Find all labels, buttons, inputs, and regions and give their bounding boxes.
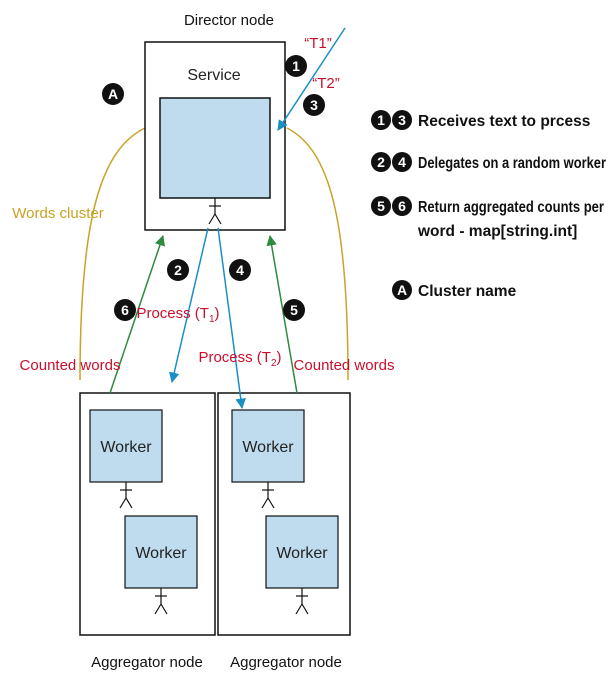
service-label: Service: [187, 67, 240, 84]
badge-1: 1: [285, 55, 307, 77]
process-label-2: Process (T2): [198, 349, 281, 369]
incoming-text-arrow: [277, 27, 346, 131]
legend: 1 3 Receives text to prcess 2 4 Delegate…: [371, 110, 606, 300]
svg-text:2: 2: [174, 262, 182, 278]
worker-box-1a: [89, 409, 163, 483]
legend-item-2: 2 4 Delegates on a random worker: [371, 152, 606, 172]
input-label-t2: “T2”: [312, 75, 340, 92]
svg-text:Delegates on a random worker: Delegates on a random worker: [418, 155, 606, 172]
svg-text:word - map[string.int]: word - map[string.int]: [417, 223, 577, 240]
counted-words-label-2: Counted words: [294, 357, 395, 374]
svg-text:2: 2: [377, 154, 385, 170]
worker-box-2a: [231, 409, 305, 483]
director-node-label: Director node: [184, 12, 274, 29]
svg-text:5: 5: [290, 302, 298, 318]
service-box: [159, 97, 271, 199]
legend-item-3: 5 6 Return aggregated counts per word - …: [371, 196, 604, 240]
badge-2: 2: [167, 259, 189, 281]
svg-text:1: 1: [292, 58, 300, 74]
counted-words-arrow-1: [109, 235, 165, 394]
worker-label-2a: Worker: [242, 439, 294, 456]
worker-label-1b: Worker: [135, 545, 187, 562]
svg-text:4: 4: [398, 154, 406, 170]
worker-box-1b: [124, 515, 198, 589]
counted-words-arrow-2: [266, 234, 298, 394]
svg-text:6: 6: [398, 198, 406, 214]
worker-label-2b: Worker: [276, 545, 328, 562]
counted-words-label-1: Counted words: [20, 357, 121, 374]
svg-text:4: 4: [236, 262, 244, 278]
cluster-boundary-arc: [79, 127, 349, 381]
svg-text:A: A: [397, 282, 407, 298]
svg-text:3: 3: [398, 112, 406, 128]
badge-3: 3: [303, 94, 325, 116]
process-arrow-2: [217, 227, 246, 410]
process-label-1: Process (T1): [136, 305, 219, 325]
cluster-name-label: Words cluster: [12, 205, 103, 222]
badge-6: 6: [114, 299, 136, 321]
input-label-t1: “T1”: [304, 35, 332, 52]
svg-text:3: 3: [310, 97, 318, 113]
svg-text:5: 5: [377, 198, 385, 214]
badge-a: A: [102, 83, 124, 105]
svg-text:6: 6: [121, 302, 129, 318]
aggregator-node-label-2: Aggregator node: [230, 654, 342, 671]
legend-item-1: 1 3 Receives text to prcess: [371, 110, 590, 130]
service-connector-icon: [208, 198, 222, 225]
worker-connector-icon-1a: [119, 482, 133, 509]
worker-connector-icon-2b: [295, 588, 309, 615]
svg-text:Receives text to prcess: Receives text to prcess: [418, 113, 590, 130]
process-arrow-1: [169, 227, 209, 384]
svg-text:Return aggregated counts per: Return aggregated counts per: [418, 199, 604, 216]
badge-5: 5: [283, 299, 305, 321]
worker-label-1a: Worker: [100, 439, 152, 456]
worker-connector-icon-1b: [154, 588, 168, 615]
svg-text:A: A: [108, 86, 118, 102]
worker-box-2b: [265, 515, 339, 589]
badge-4: 4: [229, 259, 251, 281]
aggregator-node-label-1: Aggregator node: [91, 654, 203, 671]
worker-connector-icon-2a: [261, 482, 275, 509]
svg-text:1: 1: [377, 112, 385, 128]
legend-item-4: A Cluster name: [392, 280, 517, 300]
svg-text:Cluster name: Cluster name: [418, 283, 517, 300]
